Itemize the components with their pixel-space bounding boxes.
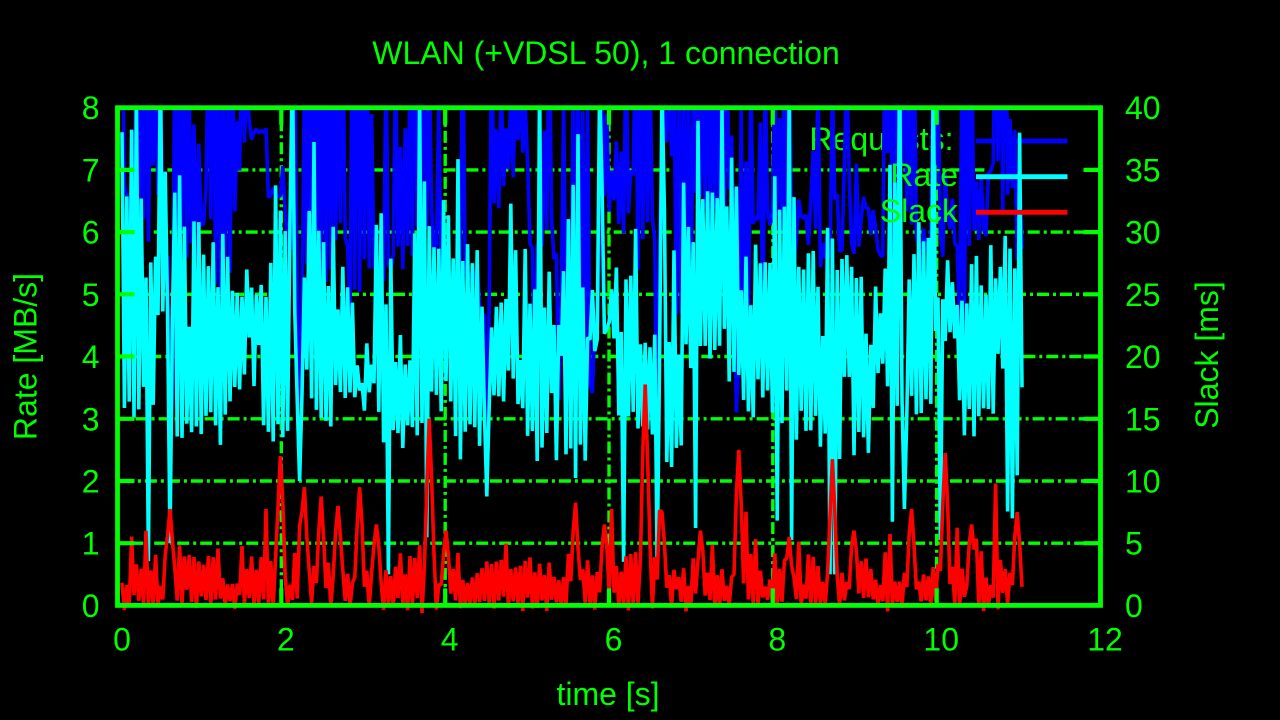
svg-text:12: 12 (1087, 622, 1123, 658)
svg-text:0: 0 (113, 622, 131, 658)
svg-text:8: 8 (82, 90, 100, 126)
svg-text:40: 40 (1125, 90, 1161, 126)
svg-text:7: 7 (82, 152, 100, 188)
svg-text:5: 5 (82, 277, 100, 313)
svg-text:WLAN (+VDSL 50), 1 connection: WLAN (+VDSL 50), 1 connection (372, 35, 839, 71)
svg-text:3: 3 (82, 401, 100, 437)
svg-text:10: 10 (923, 622, 959, 658)
svg-text:10: 10 (1125, 464, 1161, 500)
svg-text:2: 2 (82, 464, 100, 500)
svg-text:1: 1 (82, 526, 100, 562)
svg-text:4: 4 (441, 622, 459, 658)
svg-text:35: 35 (1125, 152, 1161, 188)
svg-text:0: 0 (1125, 588, 1143, 624)
svg-text:5: 5 (1125, 526, 1143, 562)
svg-text:Slack: Slack (880, 193, 959, 229)
svg-text:20: 20 (1125, 339, 1161, 375)
svg-text:Rate [MB/s]: Rate [MB/s] (8, 273, 44, 440)
svg-text:time [s]: time [s] (556, 676, 659, 712)
svg-text:6: 6 (605, 622, 623, 658)
svg-text:Slack [ms]: Slack [ms] (1189, 281, 1225, 429)
svg-text:8: 8 (768, 622, 786, 658)
svg-text:6: 6 (82, 215, 100, 251)
svg-text:25: 25 (1125, 277, 1161, 313)
svg-text:30: 30 (1125, 215, 1161, 251)
svg-text:0: 0 (82, 588, 100, 624)
svg-text:4: 4 (82, 339, 100, 375)
svg-text:2: 2 (277, 622, 295, 658)
svg-text:15: 15 (1125, 401, 1161, 437)
